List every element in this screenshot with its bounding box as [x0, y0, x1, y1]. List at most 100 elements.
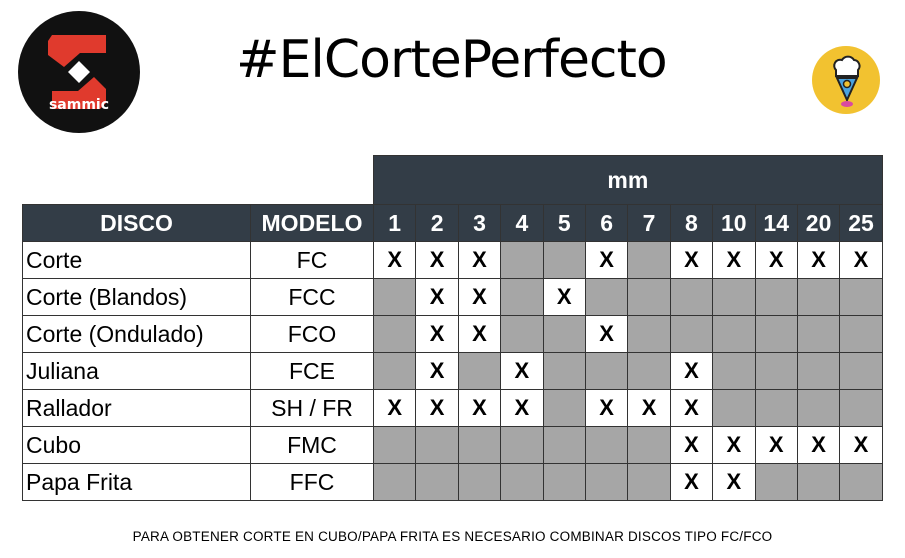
disco-cell: Rallador — [22, 389, 251, 427]
table-row: Rallador SH / FR X X X X X X X — [22, 389, 883, 427]
disco-cell: Corte (Ondulado) — [22, 315, 251, 353]
available-mark: X — [584, 315, 629, 353]
sammic-s-icon — [48, 35, 106, 109]
available-mark: X — [754, 426, 798, 464]
unavailable-cell — [372, 426, 417, 464]
unavailable-cell — [839, 352, 883, 390]
unavailable-cell — [584, 352, 629, 390]
unavailable-cell — [627, 315, 671, 353]
chef-hat-location-pin-icon — [812, 46, 880, 114]
unavailable-cell — [627, 278, 671, 316]
available-mark: X — [669, 463, 714, 501]
available-mark: X — [372, 389, 417, 427]
disco-cell: Juliana — [22, 352, 251, 390]
unavailable-cell — [796, 278, 841, 316]
size-header: 25 — [839, 204, 883, 242]
size-header: 6 — [584, 204, 629, 242]
size-header: 8 — [669, 204, 714, 242]
size-header: 14 — [754, 204, 798, 242]
unavailable-cell — [500, 463, 544, 501]
unavailable-cell — [584, 426, 629, 464]
unavailable-cell — [457, 426, 502, 464]
table-row: Juliana FCE X X X — [22, 352, 883, 390]
available-mark: X — [457, 241, 502, 279]
modelo-cell: FMC — [250, 426, 374, 464]
available-mark: X — [500, 389, 544, 427]
modelo-cell: SH / FR — [250, 389, 374, 427]
disco-cell: Corte — [22, 241, 251, 279]
disco-cell: Papa Frita — [22, 463, 251, 501]
unavailable-cell — [712, 389, 756, 427]
available-mark: X — [457, 389, 502, 427]
unavailable-cell — [796, 315, 841, 353]
available-mark: X — [542, 278, 586, 316]
available-mark: X — [712, 241, 756, 279]
disc-compatibility-table: mm DISCO MODELO 1 2 3 4 5 6 7 8 10 14 20 25 Corte FC… — [22, 155, 883, 501]
modelo-cell: FFC — [250, 463, 374, 501]
unavailable-cell — [754, 389, 798, 427]
unavailable-cell — [754, 315, 798, 353]
available-mark: X — [372, 241, 417, 279]
unavailable-cell — [712, 352, 756, 390]
modelo-header: MODELO — [250, 204, 374, 242]
unavailable-cell — [542, 463, 586, 501]
available-mark: X — [712, 463, 756, 501]
unavailable-cell — [415, 426, 459, 464]
unavailable-cell — [500, 315, 544, 353]
unavailable-cell — [839, 278, 883, 316]
unavailable-cell — [542, 426, 586, 464]
table-row: Cubo FMC X X X X X — [22, 426, 883, 464]
available-mark: X — [584, 389, 629, 427]
size-header: 20 — [796, 204, 841, 242]
unit-header: mm — [373, 155, 883, 205]
unavailable-cell — [415, 463, 459, 501]
unavailable-cell — [839, 389, 883, 427]
unavailable-cell — [712, 315, 756, 353]
unavailable-cell — [372, 315, 417, 353]
sammic-logo: sammic — [18, 11, 140, 133]
available-mark: X — [839, 426, 883, 464]
unavailable-cell — [584, 278, 629, 316]
unavailable-cell — [669, 278, 714, 316]
available-mark: X — [415, 352, 459, 390]
size-header: 1 — [372, 204, 417, 242]
size-header: 3 — [457, 204, 502, 242]
unavailable-cell — [627, 463, 671, 501]
disco-cell: Cubo — [22, 426, 251, 464]
disco-cell: Corte (Blandos) — [22, 278, 251, 316]
disco-header: DISCO — [22, 204, 251, 242]
available-mark: X — [457, 278, 502, 316]
unavailable-cell — [754, 463, 798, 501]
table-row: Papa Frita FFC X X — [22, 463, 883, 501]
unavailable-cell — [372, 278, 417, 316]
unavailable-cell — [542, 315, 586, 353]
modelo-cell: FCC — [250, 278, 374, 316]
logo-text: sammic — [48, 97, 110, 113]
available-mark: X — [415, 241, 459, 279]
unavailable-cell — [627, 426, 671, 464]
unavailable-cell — [457, 352, 502, 390]
unavailable-cell — [542, 352, 586, 390]
available-mark: X — [839, 241, 883, 279]
available-mark: X — [754, 241, 798, 279]
unavailable-cell — [627, 241, 671, 279]
size-header: 4 — [500, 204, 544, 242]
available-mark: X — [457, 315, 502, 353]
unavailable-cell — [754, 352, 798, 390]
unavailable-cell — [796, 389, 841, 427]
size-header: 2 — [415, 204, 459, 242]
unavailable-cell — [372, 463, 417, 501]
empty-corner — [22, 155, 374, 205]
unavailable-cell — [754, 278, 798, 316]
available-mark: X — [415, 315, 459, 353]
size-header: 5 — [542, 204, 586, 242]
available-mark: X — [669, 352, 714, 390]
unavailable-cell — [500, 426, 544, 464]
unavailable-cell — [542, 389, 586, 427]
available-mark: X — [669, 389, 714, 427]
table-row: Corte (Blandos) FCC X X X — [22, 278, 883, 316]
available-mark: X — [627, 389, 671, 427]
unavailable-cell — [627, 352, 671, 390]
size-header: 10 — [712, 204, 756, 242]
unavailable-cell — [839, 463, 883, 501]
